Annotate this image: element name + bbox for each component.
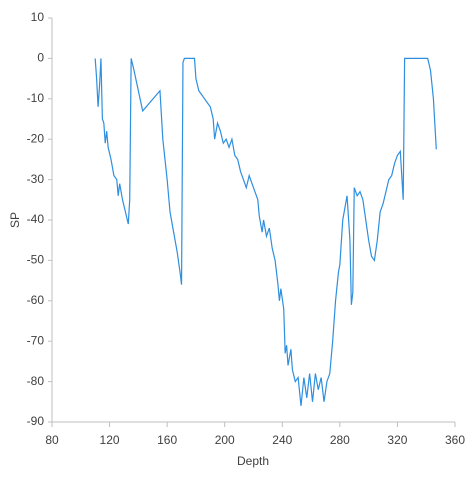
x-tick-label: 360 (445, 433, 465, 447)
x-tick-label: 240 (272, 433, 292, 447)
x-tick-label: 280 (330, 433, 350, 447)
x-tick-label: 160 (157, 433, 177, 447)
x-tick-label: 120 (100, 433, 120, 447)
y-tick-label: -10 (27, 91, 45, 105)
x-tick-label: 80 (45, 433, 59, 447)
x-axis-label: Depth (237, 454, 269, 468)
y-tick-label: -20 (27, 131, 45, 145)
y-tick-label: -70 (27, 333, 45, 347)
y-axis-label: SP (8, 212, 22, 228)
y-tick-label: -80 (27, 374, 45, 388)
y-tick-label: 10 (31, 10, 45, 24)
data-line (94, 57, 437, 406)
y-tick-label: -90 (27, 414, 45, 428)
x-tick-label: 320 (387, 433, 407, 447)
y-tick-label: -30 (27, 172, 45, 186)
y-tick-label: -60 (27, 293, 45, 307)
y-tick-label: -50 (27, 253, 45, 267)
y-tick-label: -40 (27, 212, 45, 226)
y-tick-label: 0 (37, 51, 44, 65)
x-tick-label: 200 (215, 433, 235, 447)
